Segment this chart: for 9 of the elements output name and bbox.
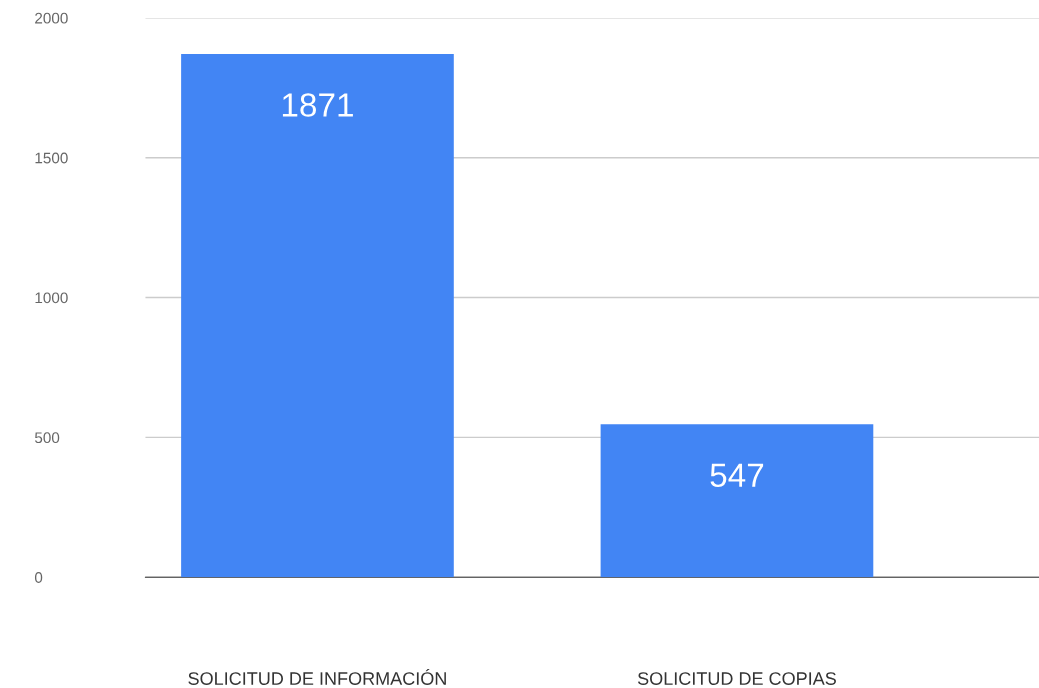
- y-tick-label: 1500: [35, 152, 68, 164]
- data-label: 1871: [282, 93, 353, 117]
- y-tick-label: 500: [34, 432, 60, 444]
- y-tick-label: 1000: [35, 292, 68, 304]
- x-tick-label: SOLICITUD DE COPIAS: [637, 672, 836, 685]
- data-label: 547: [710, 463, 764, 488]
- y-tick-label: 2000: [35, 12, 68, 24]
- y-tick-label: 0: [34, 572, 43, 583]
- x-tick-label: SOLICITUD DE INFORMACIÓN: [188, 669, 446, 685]
